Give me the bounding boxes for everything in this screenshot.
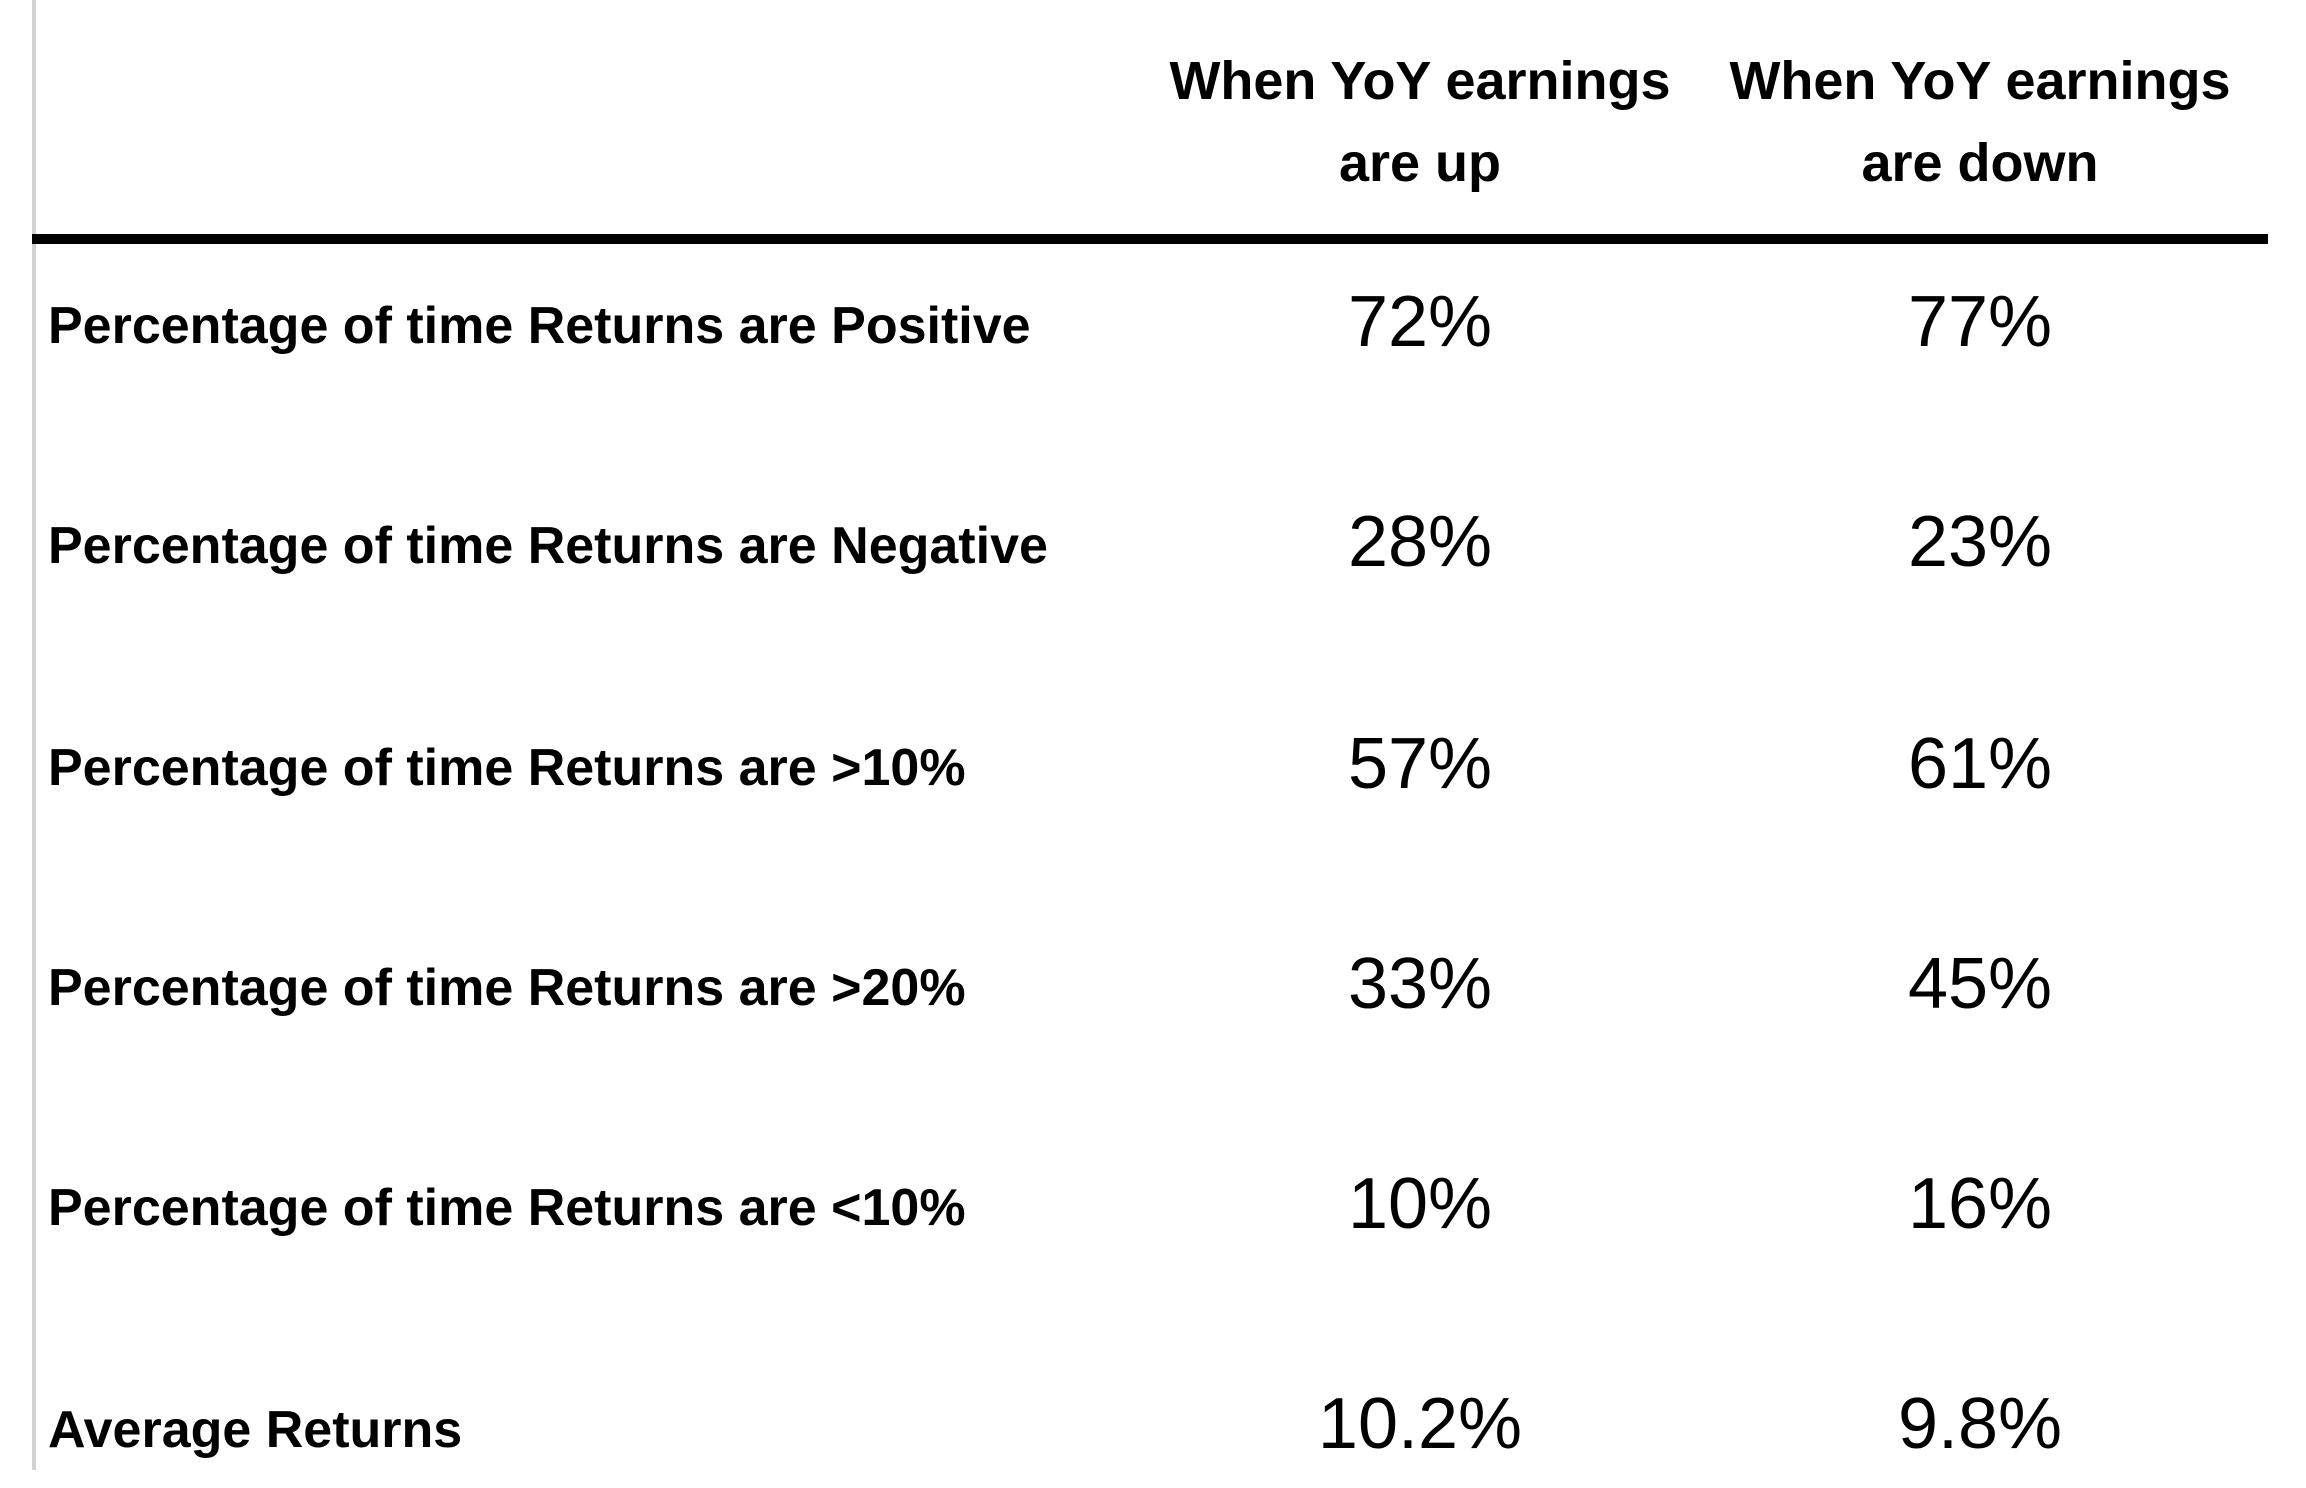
header-divider-line (32, 234, 2268, 244)
row-label-average-returns: Average Returns (48, 1401, 463, 1459)
row-label-negative: Percentage of time Returns are Negative (48, 517, 1048, 575)
column-header-line: When YoY earnings (1169, 51, 1671, 111)
row-label-under-10: Percentage of time Returns are <10% (48, 1179, 966, 1237)
column-header-earnings-down: When YoY earnings are down (1700, 40, 2260, 204)
column-header-line: are down (1861, 133, 2099, 193)
column-header-line: are up (1338, 133, 1502, 193)
cell-average-earnings-down: 9.8% (1897, 1384, 2063, 1464)
cell-over-10-earnings-up: 57% (1347, 724, 1493, 804)
cell-average-earnings-up: 10.2% (1317, 1384, 1523, 1464)
cell-positive-earnings-up: 72% (1347, 282, 1493, 362)
left-border-line (32, 0, 36, 1470)
cell-under-10-earnings-down: 16% (1907, 1164, 2053, 1244)
cell-over-10-earnings-down: 61% (1907, 724, 2053, 804)
row-label-over-20: Percentage of time Returns are >20% (48, 959, 966, 1017)
cell-over-20-earnings-up: 33% (1347, 944, 1493, 1024)
cell-over-20-earnings-down: 45% (1907, 944, 2053, 1024)
cell-negative-earnings-up: 28% (1347, 502, 1493, 582)
column-header-line: When YoY earnings (1729, 51, 2231, 111)
cell-positive-earnings-down: 77% (1907, 282, 2053, 362)
row-label-over-10: Percentage of time Returns are >10% (48, 739, 966, 797)
column-header-earnings-up: When YoY earnings are up (1140, 40, 1700, 204)
cell-under-10-earnings-up: 10% (1347, 1164, 1493, 1244)
cell-negative-earnings-down: 23% (1907, 502, 2053, 582)
row-label-positive: Percentage of time Returns are Positive (48, 297, 1031, 355)
